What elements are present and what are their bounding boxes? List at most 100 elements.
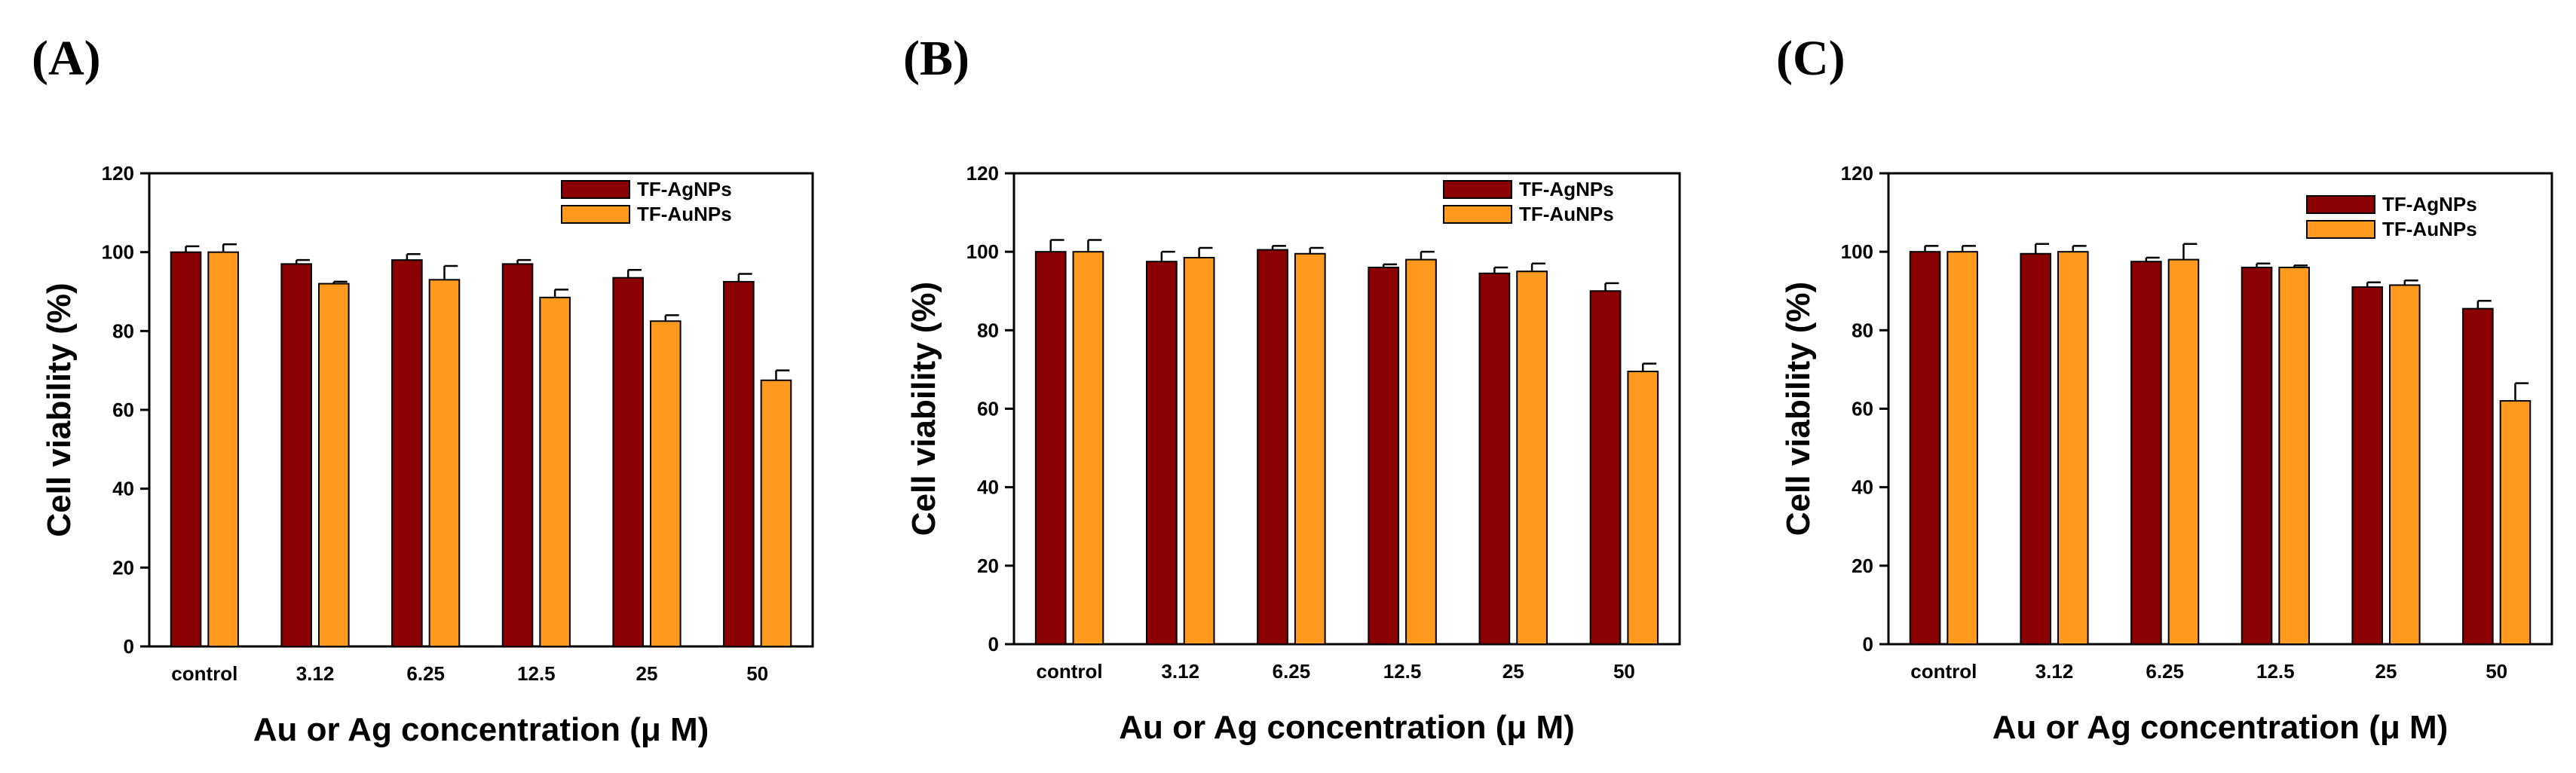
y-tick-label: 40 [112, 478, 134, 500]
bar-agnps [170, 251, 202, 647]
y-tick-label: 120 [1841, 162, 1873, 185]
bar-aunps [1072, 251, 1104, 645]
bar-agnps [2020, 252, 2051, 646]
x-tick-label: 25 [1502, 660, 1524, 683]
bar-agnps [1589, 290, 1622, 645]
x-tick-label: 6.25 [2146, 660, 2184, 683]
legend-swatch-aunps [1443, 205, 1512, 224]
y-axis-label: Cell viability (%) [41, 283, 78, 536]
panel-label-c: (C) [1776, 31, 1845, 86]
bar-aunps [1183, 256, 1215, 645]
y-tick-label: 120 [966, 162, 999, 185]
y-tick-label: 60 [1852, 398, 1873, 420]
x-tick-label: 12.5 [2256, 660, 2295, 683]
x-tick-label: 12.5 [1383, 660, 1422, 683]
bar-agnps [2241, 267, 2273, 645]
x-tick-label: 3.12 [296, 662, 335, 685]
y-tick-label: 0 [1863, 633, 1873, 655]
y-axis-label: Cell viability (%) [905, 282, 942, 536]
x-tick-label: control [171, 662, 237, 685]
bar-agnps [2351, 286, 2383, 645]
legend-swatch-agnps [561, 180, 630, 199]
bar-aunps [539, 296, 571, 647]
y-tick-label: 20 [1852, 555, 1873, 577]
bar-agnps [723, 280, 755, 647]
bar-aunps [207, 251, 239, 647]
bar-agnps [1034, 251, 1067, 645]
legend: TF-AgNPs TF-AuNPs [561, 178, 732, 225]
panel-label-b: (B) [903, 31, 969, 86]
bar-aunps [2389, 284, 2421, 645]
bar-aunps [1405, 258, 1437, 645]
legend-swatch-aunps [561, 205, 630, 224]
y-tick-label: 80 [1852, 319, 1873, 341]
x-axis-label: Au or Ag concentration (μ M) [1992, 709, 2449, 746]
chart-panel-a: 0 20 40 60 80 100 120 control 3.12 6.25 12.5 25 50 Au… [41, 162, 814, 748]
bar-agnps [1146, 261, 1178, 645]
bar-aunps [760, 379, 792, 647]
bar-agnps [2462, 307, 2494, 645]
y-tick-label: 0 [988, 633, 999, 655]
y-tick-label: 0 [124, 635, 134, 658]
chart-panel-c: 0 20 40 60 80 100 120 control 3.12 6.25 12.5 25 50 Au… [1780, 162, 2553, 746]
bar-agnps [2130, 261, 2162, 645]
y-tick-label: 100 [102, 241, 134, 264]
y-tick-label: 60 [112, 399, 134, 421]
legend-label-aunps: TF-AuNPs [2382, 218, 2477, 240]
y-tick-label: 100 [1841, 240, 1873, 263]
x-tick-label: 50 [746, 662, 768, 685]
legend-label-agnps: TF-AgNPs [1519, 178, 1614, 200]
legend: TF-AgNPs TF-AuNPs [2306, 193, 2477, 240]
y-tick-label: 20 [112, 556, 134, 579]
bar-agnps [1368, 267, 1400, 645]
legend-swatch-agnps [1443, 180, 1512, 199]
bar-aunps [1516, 270, 1548, 645]
x-tick-label: 12.5 [517, 662, 556, 685]
bar-aunps [318, 283, 350, 647]
y-tick-label: 20 [977, 555, 999, 577]
x-tick-label: 6.25 [406, 662, 445, 685]
plot-frame [148, 172, 814, 648]
bar-agnps [612, 277, 645, 647]
x-axis-label: Au or Ag concentration (μ M) [253, 711, 709, 748]
legend: TF-AgNPs TF-AuNPs [1443, 178, 1614, 225]
x-tick-label: 25 [636, 662, 658, 685]
legend-swatch-agnps [2306, 195, 2375, 214]
x-axis-label: Au or Ag concentration (μ M) [1119, 709, 1575, 746]
bar-aunps [1947, 251, 1978, 645]
x-tick-label: control [1037, 660, 1103, 683]
legend-label-aunps: TF-AuNPs [637, 203, 732, 225]
y-tick-label: 100 [966, 240, 999, 263]
panel-label-a: (A) [32, 31, 101, 86]
bar-agnps [1478, 272, 1511, 645]
bar-aunps [650, 320, 682, 647]
y-tick-label: 40 [1852, 476, 1873, 499]
y-tick-label: 60 [977, 398, 999, 420]
x-tick-label: 3.12 [1161, 660, 1199, 683]
x-tick-label: 6.25 [1273, 660, 1311, 683]
chart-panel-b: 0 20 40 60 80 100 120 control 3.12 6.25 12.5 25 50 Au… [905, 162, 1681, 746]
bar-aunps [2057, 251, 2089, 645]
x-tick-label: 50 [1613, 660, 1635, 683]
legend-swatch-aunps [2306, 220, 2375, 239]
y-tick-label: 80 [112, 319, 134, 342]
x-tick-label: 3.12 [2035, 660, 2074, 683]
plot-frame [1012, 172, 1681, 646]
bar-aunps [1627, 371, 1659, 645]
bar-aunps [2278, 267, 2310, 645]
bar-aunps [2499, 400, 2532, 645]
x-tick-label: control [1910, 660, 1977, 683]
y-tick-label: 40 [977, 476, 999, 499]
bar-aunps [1294, 252, 1326, 646]
x-tick-label: 25 [2375, 660, 2397, 683]
bar-agnps [501, 263, 534, 647]
legend-label-agnps: TF-AgNPs [2382, 193, 2477, 215]
legend-label-aunps: TF-AuNPs [1519, 203, 1614, 225]
bar-agnps [391, 259, 423, 647]
plot-frame [1887, 172, 2553, 646]
bar-aunps [2167, 258, 2200, 645]
bar-agnps [1909, 251, 1941, 645]
legend-label-agnps: TF-AgNPs [637, 178, 732, 200]
